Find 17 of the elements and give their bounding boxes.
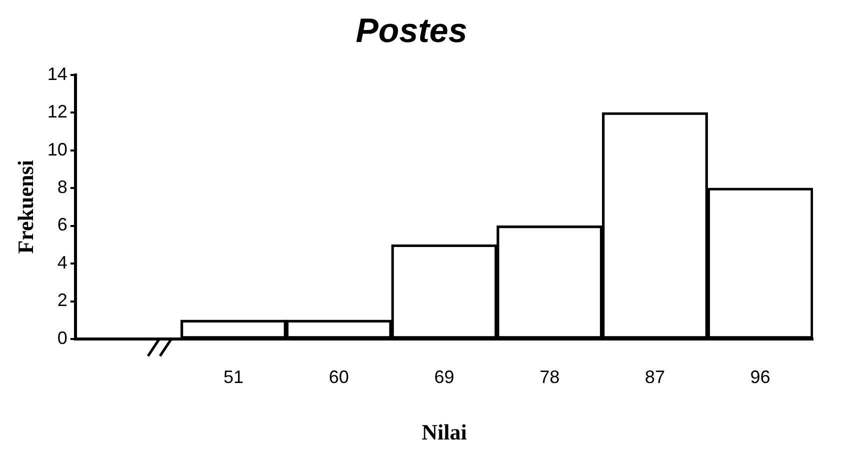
x-tick-label: 78 [540, 366, 560, 387]
y-tick-label: 2 [57, 290, 68, 310]
y-axis-title: Frekuensi [12, 160, 38, 254]
y-tick-label: 10 [47, 139, 68, 160]
y-tick-label: 12 [47, 102, 68, 122]
y-tick-label: 4 [57, 252, 68, 272]
y-tick-label: 0 [57, 328, 68, 348]
x-axis-title: Nilai [422, 419, 467, 444]
x-tick-label: 87 [644, 366, 665, 387]
x-tick-label: 69 [434, 366, 454, 387]
y-tick-label: 14 [47, 64, 68, 84]
x-tick-label: 51 [223, 366, 244, 387]
x-tick-label: 60 [328, 366, 349, 387]
y-tick-label: 6 [57, 214, 68, 235]
y-tick-label: 8 [57, 176, 68, 197]
chart-title: Postes [356, 12, 468, 50]
x-tick-label: 96 [750, 366, 770, 387]
